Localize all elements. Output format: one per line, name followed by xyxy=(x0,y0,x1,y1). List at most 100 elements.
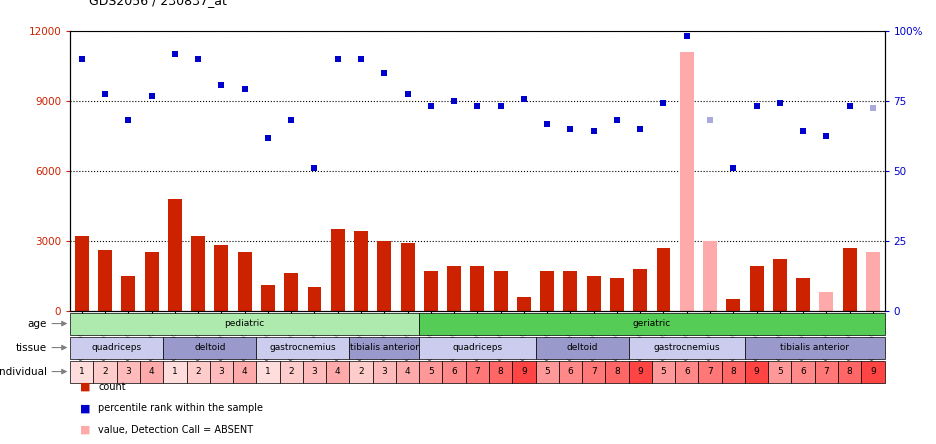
Text: age: age xyxy=(27,318,47,329)
Text: 4: 4 xyxy=(149,367,154,376)
Bar xyxy=(70,337,163,359)
Text: GDS2056 / 230837_at: GDS2056 / 230837_at xyxy=(89,0,227,7)
Text: 1: 1 xyxy=(172,367,178,376)
Text: deltoid: deltoid xyxy=(566,343,598,352)
Bar xyxy=(466,361,489,383)
Bar xyxy=(186,361,210,383)
Text: tibialis anterior: tibialis anterior xyxy=(781,343,849,352)
Text: 5: 5 xyxy=(777,367,782,376)
Text: individual: individual xyxy=(0,367,47,377)
Text: 2: 2 xyxy=(288,367,294,376)
Text: 2: 2 xyxy=(102,367,108,376)
Bar xyxy=(819,292,833,310)
Bar xyxy=(447,266,461,310)
Bar xyxy=(70,313,419,335)
Text: 6: 6 xyxy=(684,367,690,376)
Bar xyxy=(163,361,186,383)
Bar xyxy=(535,337,629,359)
Bar xyxy=(629,361,651,383)
Text: ■: ■ xyxy=(80,382,90,392)
Text: 8: 8 xyxy=(614,367,620,376)
Bar xyxy=(349,337,419,359)
Text: geriatric: geriatric xyxy=(633,319,671,328)
Text: 9: 9 xyxy=(870,367,876,376)
Bar xyxy=(842,248,856,310)
Bar xyxy=(861,361,885,383)
Bar xyxy=(512,361,535,383)
Bar xyxy=(814,361,838,383)
Text: 7: 7 xyxy=(824,367,829,376)
Text: 8: 8 xyxy=(730,367,737,376)
Bar xyxy=(563,271,578,310)
Bar xyxy=(191,236,205,310)
Bar xyxy=(750,266,764,310)
Bar xyxy=(773,259,787,310)
Text: value, Detection Call = ABSENT: value, Detection Call = ABSENT xyxy=(98,424,254,435)
Bar xyxy=(419,337,535,359)
Bar xyxy=(377,241,391,310)
Bar xyxy=(122,276,136,310)
Text: 8: 8 xyxy=(498,367,504,376)
Text: 6: 6 xyxy=(800,367,806,376)
Bar xyxy=(140,361,163,383)
Bar xyxy=(308,287,321,310)
Bar xyxy=(535,361,559,383)
Text: count: count xyxy=(98,382,126,392)
Bar xyxy=(651,361,675,383)
Text: 9: 9 xyxy=(753,367,759,376)
Text: 5: 5 xyxy=(661,367,666,376)
Text: tibialis anterior: tibialis anterior xyxy=(350,343,418,352)
Bar xyxy=(373,361,396,383)
Bar xyxy=(256,337,349,359)
Bar xyxy=(214,246,228,310)
Text: 2: 2 xyxy=(358,367,364,376)
Text: 1: 1 xyxy=(265,367,271,376)
Bar xyxy=(396,361,419,383)
Bar xyxy=(145,252,158,310)
Bar xyxy=(285,274,299,310)
Bar xyxy=(493,271,507,310)
Bar xyxy=(349,361,373,383)
Bar xyxy=(722,361,745,383)
Bar xyxy=(326,361,349,383)
Text: 9: 9 xyxy=(637,367,643,376)
Text: 3: 3 xyxy=(381,367,388,376)
Bar xyxy=(517,297,531,310)
Text: 2: 2 xyxy=(196,367,201,376)
Bar xyxy=(606,361,629,383)
Bar xyxy=(210,361,233,383)
Bar xyxy=(280,361,303,383)
Bar xyxy=(726,299,740,310)
Text: 5: 5 xyxy=(428,367,433,376)
Text: gastrocnemius: gastrocnemius xyxy=(270,343,336,352)
Bar xyxy=(256,361,280,383)
Bar xyxy=(582,361,606,383)
Bar xyxy=(471,266,484,310)
Bar xyxy=(443,361,466,383)
Text: 7: 7 xyxy=(591,367,596,376)
Bar xyxy=(629,337,745,359)
Bar xyxy=(70,361,94,383)
Bar xyxy=(163,337,256,359)
Text: 4: 4 xyxy=(241,367,247,376)
Bar xyxy=(75,236,89,310)
Text: 3: 3 xyxy=(218,367,225,376)
Text: 5: 5 xyxy=(544,367,550,376)
Text: ■: ■ xyxy=(80,403,90,413)
Bar xyxy=(261,285,275,310)
Text: deltoid: deltoid xyxy=(194,343,226,352)
Bar xyxy=(419,313,885,335)
Text: 6: 6 xyxy=(567,367,574,376)
Text: gastrocnemius: gastrocnemius xyxy=(653,343,720,352)
Bar xyxy=(634,269,647,310)
Bar xyxy=(233,361,256,383)
Bar xyxy=(424,271,438,310)
Text: tissue: tissue xyxy=(16,343,47,353)
Text: 3: 3 xyxy=(125,367,131,376)
Bar xyxy=(866,252,880,310)
Bar xyxy=(238,252,252,310)
Text: ■: ■ xyxy=(80,424,90,435)
Bar xyxy=(680,52,694,310)
Bar xyxy=(354,231,368,310)
Bar xyxy=(303,361,326,383)
